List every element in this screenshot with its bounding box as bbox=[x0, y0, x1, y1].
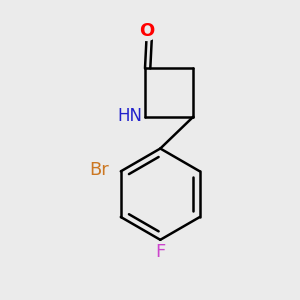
Text: O: O bbox=[140, 22, 155, 40]
Circle shape bbox=[85, 156, 114, 184]
Circle shape bbox=[138, 22, 157, 40]
Circle shape bbox=[117, 104, 142, 128]
Text: HN: HN bbox=[117, 107, 142, 125]
Text: Br: Br bbox=[90, 161, 110, 179]
Circle shape bbox=[152, 243, 169, 261]
Text: F: F bbox=[155, 243, 165, 261]
